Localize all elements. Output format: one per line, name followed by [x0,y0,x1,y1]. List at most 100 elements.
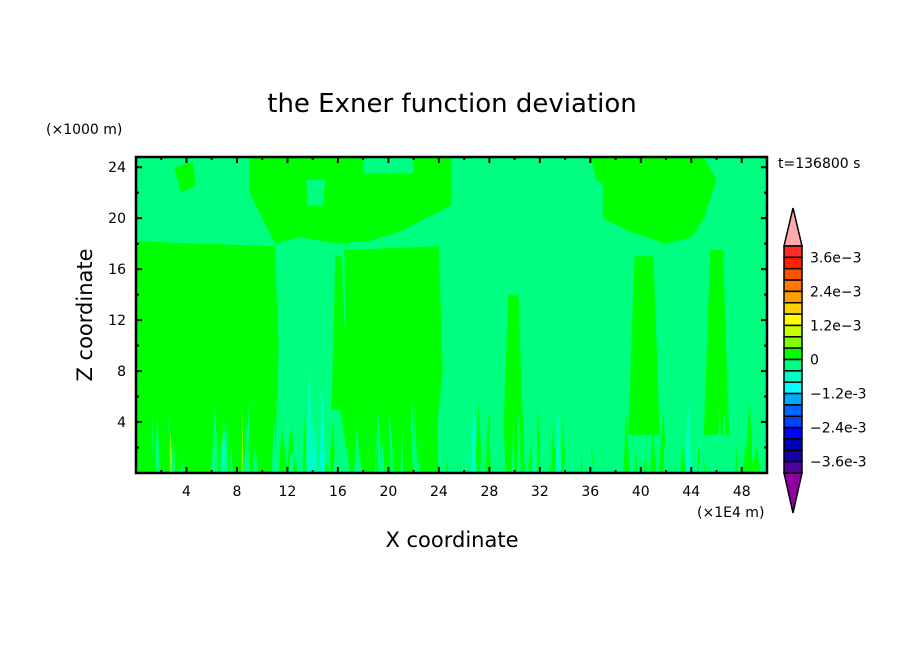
noise-spike [429,408,433,473]
noise-spike [387,421,391,473]
noise-spike [180,456,184,473]
noise-spike [220,410,223,473]
noise-spike [407,451,415,473]
colorbar-box [783,426,803,440]
x-axis-label: X coordinate [385,528,518,552]
colorbar: 3.6e−3 2.4e−3 1.2e−3 0 −1.2e-3 −2.4e-3 −3.6e-3 [783,207,867,514]
noise-spike [586,437,594,473]
time-label: t=136800 s [778,156,860,172]
noise-spike [516,409,521,473]
noise-spike [138,419,147,473]
colorbar-box [783,415,803,429]
noise-spike [400,422,404,473]
noise-spike [243,422,251,473]
region-negative-medium [554,409,562,473]
region-positive [703,250,730,435]
noise-spike [506,428,513,473]
colorbar-box [783,302,803,315]
noise-spike [302,410,307,473]
noise-spike [580,453,583,473]
colorbar-box [783,404,803,417]
noise-spike [649,424,656,473]
noise-spike [593,460,598,473]
colorbar-box [783,460,803,474]
chart-title: the Exner function deviation [267,89,637,119]
region-positive [331,256,349,410]
noise-spike [148,419,152,473]
noise-spike [363,445,367,473]
colorbar-box [783,370,803,383]
noise-spike [479,418,489,473]
y-tick-label: 20 [108,211,126,227]
noise-spike [680,442,686,473]
region-negative-medium [306,358,313,473]
noise-spike [521,456,526,473]
x-tick-label: 36 [581,484,599,500]
noise-spike [631,416,636,473]
region-positive [628,256,660,435]
noise-spike [262,440,268,473]
colorbar-box [783,324,803,338]
noise-spike [187,452,191,473]
noise-spike [419,431,428,473]
region-negative-medium [684,396,692,473]
noise-spike [529,434,533,473]
noise-spike [151,422,156,473]
y-tick-label: 24 [108,160,126,176]
noise-spike [375,426,379,473]
noise-spike [524,430,529,473]
colorbar-box [783,279,803,293]
noise-spike [252,446,259,473]
region-negative [363,157,414,174]
noise-spike [623,414,630,473]
noise-spike [415,461,421,473]
colorbar-box [783,245,803,259]
y-unit-label: (×1000 m) [46,122,122,138]
noise-spike [563,449,571,473]
noise-spike [548,461,551,473]
noise-spike [211,432,216,473]
noise-spike [271,414,277,473]
colorbar-over-triangle [783,207,803,247]
y-tick-label: 8 [117,364,126,380]
noise-spike [380,440,385,473]
noise-spike [326,399,331,473]
noise-spike [201,409,206,473]
noise-spike [224,417,229,473]
x-tick-label: 40 [632,484,650,500]
noise-spike [447,443,450,473]
x-tick-label: 32 [531,484,549,500]
noise-spike [295,456,301,473]
colorbar-box [783,381,803,395]
x-tick-label: 24 [430,484,448,500]
y-axis-label: Z coordinate [73,248,97,381]
noise-spike [279,437,288,473]
plot-frame [134,155,769,475]
colorbar-box [783,392,803,406]
contour-field [136,157,767,473]
y-tick-label: 4 [117,415,126,431]
noise-spike [342,457,348,473]
x-tick-label: 4 [182,484,191,500]
colorbar-box [783,256,803,270]
y-tick-label: 12 [108,313,126,329]
region-positive [173,162,196,193]
colorbar-box [783,267,803,281]
colorbar-label: −3.6e-3 [810,455,867,471]
x-unit-label: (×1E4 m) [697,505,764,521]
noise-spike [241,403,244,473]
noise-spike [738,432,743,473]
colorbar-label: −1.2e-3 [810,387,867,403]
noise-spike [499,399,506,473]
noise-spike [457,406,463,473]
noise-spike [229,443,233,473]
noise-spike [547,410,552,473]
region-positive [337,246,443,473]
x-tick-label: 48 [733,484,751,500]
noise-spike [671,422,678,473]
region-positive [602,157,717,244]
y-tick-label: 16 [108,262,126,278]
colorbar-box [783,290,803,304]
noise-spike [433,415,439,473]
